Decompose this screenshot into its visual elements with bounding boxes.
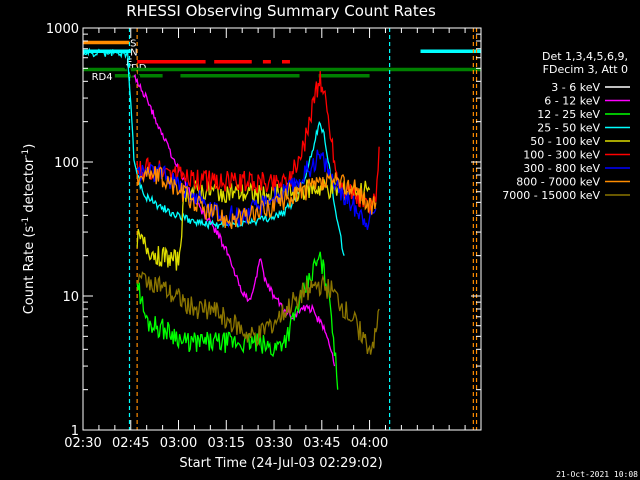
y-axis-label: Count Rate (s-1 detector-1): [21, 144, 37, 315]
legend-header: Det 1,3,4,5,6,9,: [542, 50, 628, 63]
footer-timestamp: 21-Oct-2021 10:08: [556, 470, 638, 479]
x-tick-label: 02:45: [112, 436, 149, 451]
plot-frame: [82, 27, 482, 431]
series-line-800-7000-kev: [136, 166, 377, 229]
flag-label-s: S: [130, 38, 136, 49]
y-axis: 1 10 100 1000: [46, 22, 481, 439]
legend-label: 100 - 300 keV: [523, 149, 600, 162]
legend-label: 12 - 25 keV: [537, 108, 600, 121]
legend: Det 1,3,4,5,6,9,FDecim 3, Att 0 3 - 6 keV…: [502, 50, 630, 202]
y-tick-label: 10: [62, 290, 79, 305]
x-tick-label: 03:45: [303, 436, 340, 451]
y-tick-label: 100: [54, 156, 79, 171]
x-tick-label: 04:00: [351, 436, 388, 451]
flag-label-rd4: RD4: [92, 72, 113, 83]
x-tick-label: 02:30: [64, 436, 101, 451]
y-tick-label: 1000: [46, 22, 79, 37]
legend-label: 6 - 12 keV: [544, 95, 600, 108]
x-tick-label: 03:00: [160, 436, 197, 451]
legend-label: 3 - 6 keV: [551, 81, 600, 94]
x-axis: 02:30 02:45 03:00 03:15 03:30 03:45 04:00: [64, 28, 482, 451]
series-line-6-12-kev: [133, 73, 336, 367]
legend-label: 800 - 7000 keV: [516, 176, 600, 189]
series-line-7000-15000-kev: [136, 271, 380, 355]
vertical-markers: [128, 28, 478, 430]
x-tick-label: 03:15: [208, 436, 245, 451]
x-tick-label: 03:30: [255, 436, 292, 451]
x-axis-label: Start Time (24-Jul-03 02:29:02): [179, 456, 382, 471]
legend-label: 300 - 800 keV: [523, 162, 600, 175]
series-lines: [82, 47, 380, 390]
legend-label: 50 - 100 keV: [530, 135, 600, 148]
legend-label: 7000 - 15000 keV: [502, 189, 600, 202]
flag-label-n: N: [130, 47, 137, 58]
chart-title: RHESSI Observing Summary Count Rates: [126, 2, 436, 20]
legend-label: 25 - 50 keV: [537, 122, 600, 135]
y-tick-label: 1: [71, 424, 79, 439]
legend-header: FDecim 3, Att 0: [543, 63, 628, 76]
